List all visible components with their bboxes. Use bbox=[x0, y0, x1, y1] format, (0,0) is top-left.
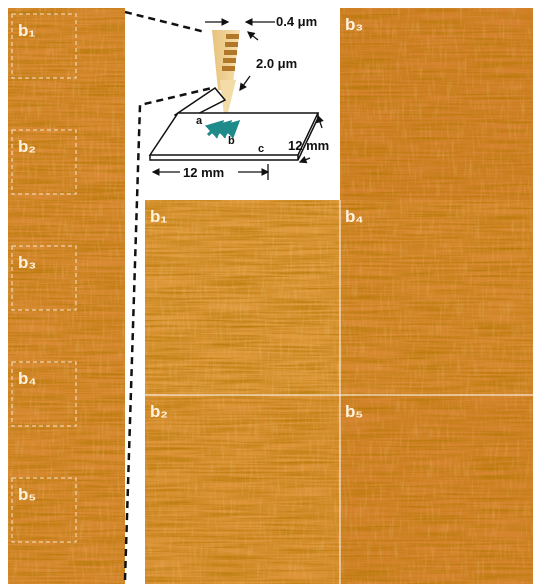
region-box bbox=[11, 477, 77, 543]
region-box bbox=[11, 361, 77, 427]
scan-arrows bbox=[204, 119, 241, 139]
dimension-label: 12 mm bbox=[288, 138, 329, 153]
dimension-label: 2.0 μm bbox=[256, 56, 297, 71]
panel-label: b₁ bbox=[150, 207, 167, 226]
point-label: a bbox=[196, 115, 203, 127]
region-label: b₅ bbox=[18, 485, 36, 504]
region-box bbox=[11, 245, 77, 311]
tip-segments bbox=[222, 34, 239, 71]
panel-label: b₃ bbox=[345, 15, 363, 34]
texture bbox=[340, 8, 533, 200]
dimension-label: 0.4 μm bbox=[276, 14, 317, 29]
region-label: b₂ bbox=[18, 137, 36, 156]
dimension-label: 12 mm bbox=[183, 165, 224, 180]
afm-images: b₁ b₂ b₃ b₄ b₅ b₃ b₁ b₄ b₂ b₅ bbox=[8, 8, 533, 584]
panel-label: b₄ bbox=[345, 207, 364, 226]
texture bbox=[8, 8, 125, 584]
texture bbox=[145, 200, 340, 395]
region-box bbox=[11, 129, 77, 195]
region-label: b₃ bbox=[18, 253, 36, 272]
panel-label: b₅ bbox=[345, 402, 363, 421]
region-box bbox=[11, 13, 77, 79]
texture bbox=[340, 395, 533, 584]
region-label: b₄ bbox=[18, 369, 37, 388]
texture bbox=[145, 395, 340, 584]
point-label: c bbox=[258, 143, 264, 155]
point-label: b bbox=[228, 135, 235, 147]
texture bbox=[340, 200, 533, 395]
connector bbox=[123, 86, 213, 581]
region-label: b₁ bbox=[18, 21, 35, 40]
panel-label: b₂ bbox=[150, 402, 168, 421]
schematic: 0.4 μm 2.0 μm 12 mm 12 mm a b c bbox=[148, 14, 329, 180]
connector bbox=[124, 10, 206, 34]
